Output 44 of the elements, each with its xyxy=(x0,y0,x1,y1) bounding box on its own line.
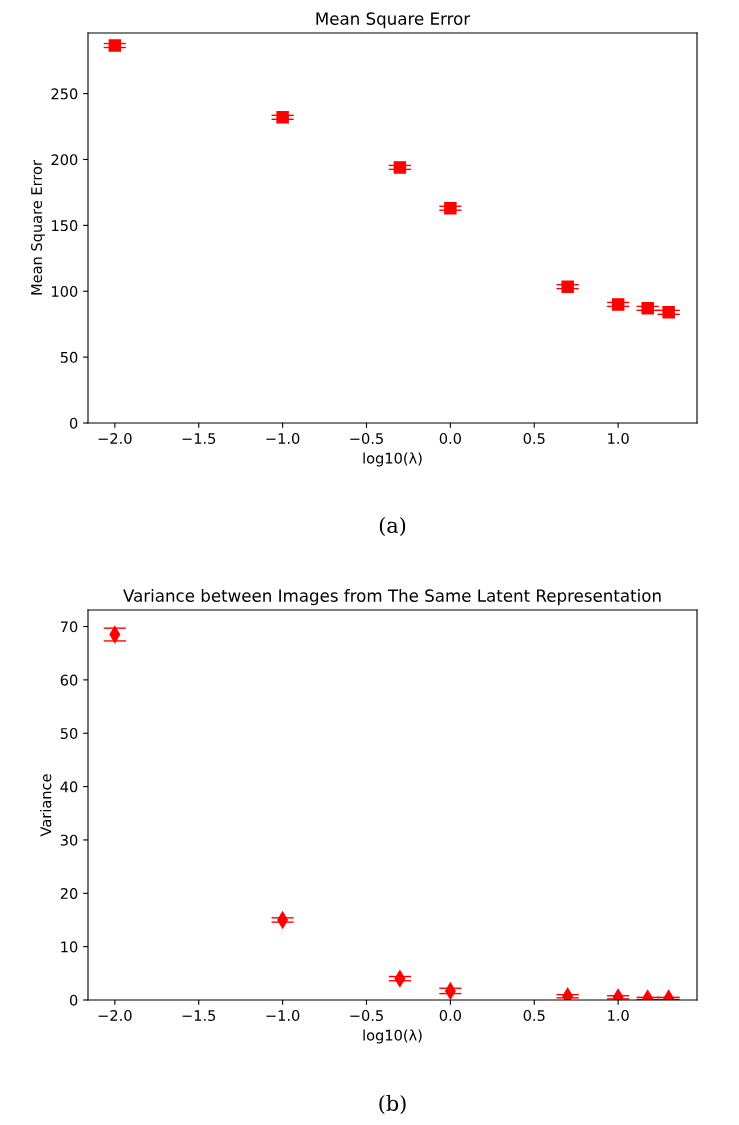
x-axis-title: log10(λ) xyxy=(363,1029,422,1044)
point xyxy=(641,302,654,315)
x-tick-label: −1.0 xyxy=(266,432,300,445)
point xyxy=(561,280,574,293)
chart-title: Variance between Images from The Same Latent Representation xyxy=(123,589,661,606)
x-tick-label: 1.0 xyxy=(608,432,629,445)
y-tick-label: 60 xyxy=(60,674,78,686)
point xyxy=(108,39,122,52)
point xyxy=(444,201,457,215)
y-tick-label: 250 xyxy=(51,88,78,100)
x-tick-label: −0.5 xyxy=(350,432,383,445)
x-tick-label: 0.0 xyxy=(439,1009,462,1022)
y-tick-label: 0 xyxy=(69,417,78,429)
point xyxy=(662,306,675,319)
x-tick-label: 0.0 xyxy=(439,432,462,445)
y-tick-label: 20 xyxy=(60,888,78,900)
y-tick-label: 70 xyxy=(60,621,78,633)
y-tick-label: 100 xyxy=(52,285,78,297)
x-tick-label: 0.5 xyxy=(523,432,545,445)
x-tick-label: −0.5 xyxy=(350,1009,383,1022)
x-tick-label: −2.0 xyxy=(98,432,132,445)
chart-title: Mean Square Error xyxy=(316,12,471,29)
x-axis-title: log10(λ) xyxy=(363,452,422,467)
y-tick-label: 50 xyxy=(60,727,78,739)
x-tick-label: −1.0 xyxy=(266,1009,300,1022)
y-tick-label: 0 xyxy=(69,994,78,1006)
y-tick-label: 40 xyxy=(60,781,78,793)
x-tick-label: 0.5 xyxy=(523,1009,545,1022)
x-tick-label: −2.0 xyxy=(98,1009,132,1022)
y-tick-label: 30 xyxy=(60,834,78,846)
x-tick-label: −1.5 xyxy=(182,433,216,445)
text: (b) xyxy=(379,1094,406,1114)
y-tick-label: 10 xyxy=(61,941,78,953)
y-axis-title: Variance xyxy=(40,774,52,837)
y-tick-label: 200 xyxy=(51,154,78,166)
y-axis-title: Mean Square Error xyxy=(31,160,45,295)
point xyxy=(393,161,407,174)
text: (a) xyxy=(379,516,406,536)
point xyxy=(611,298,625,311)
y-tick-label: 50 xyxy=(60,351,78,363)
point xyxy=(276,111,289,124)
y-tick-label: 150 xyxy=(52,220,78,232)
x-tick-label: 1.0 xyxy=(608,1009,629,1022)
x-tick-label: −1.5 xyxy=(182,1010,216,1022)
